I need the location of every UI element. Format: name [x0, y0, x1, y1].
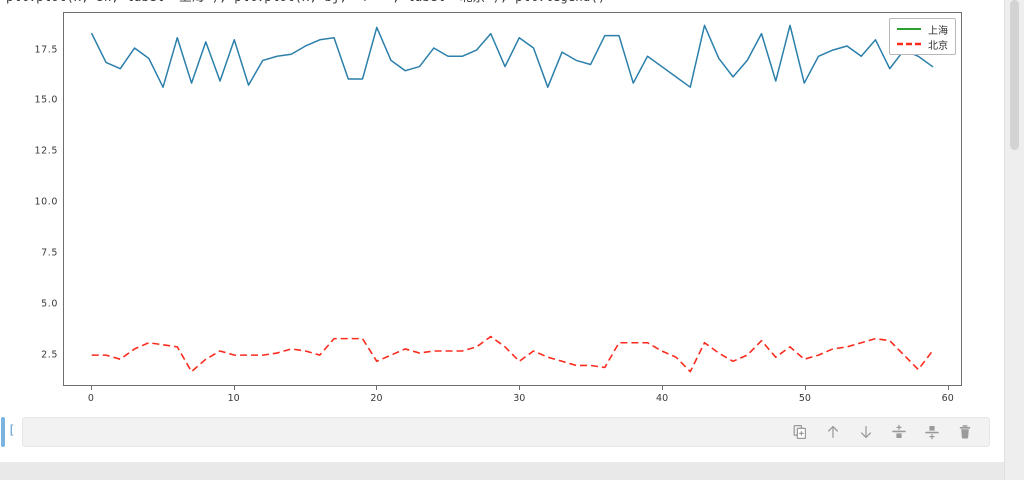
legend-swatch-shanghai-icon [897, 28, 921, 30]
legend-item-beijing: 北京 [896, 38, 948, 52]
x-tick-label: 30 [513, 393, 526, 404]
y-tick-label: 5.0 [41, 298, 58, 310]
y-tick-label: 12.5 [34, 145, 58, 157]
x-tick-label: 40 [656, 393, 669, 404]
y-axis-tick-labels: 17.5 15.0 12.5 10.0 7.5 5.0 2.5 [8, 12, 58, 386]
chart-legend: 上海 北京 [889, 18, 956, 55]
x-tick-label: 20 [370, 393, 383, 404]
notebook-cell-row: [ ]: [0, 414, 1004, 450]
x-tick-mark [662, 386, 664, 390]
series-line-shanghai [91, 24, 934, 88]
move-cell-up-icon[interactable] [823, 423, 842, 442]
y-tick-label: 15.0 [34, 94, 58, 106]
x-tick-label: 0 [87, 393, 94, 404]
notebook-panel: plt.plot(x, sh, label='上海'); plt.plot(x,… [0, 0, 1004, 462]
duplicate-cell-icon[interactable] [790, 423, 809, 442]
legend-label-shanghai: 上海 [928, 25, 948, 37]
cell-code-input[interactable] [22, 417, 990, 447]
delete-cell-icon[interactable] [955, 423, 974, 442]
y-tick-label: 7.5 [41, 247, 58, 259]
page-bottom-strip [0, 462, 1004, 480]
active-cell-indicator [1, 417, 5, 447]
x-tick-mark [233, 386, 235, 390]
y-tick-label: 17.5 [34, 44, 58, 56]
insert-cell-below-icon[interactable] [922, 423, 941, 442]
x-tick-mark [376, 386, 378, 390]
x-tick-mark [947, 386, 949, 390]
x-tick-label: 50 [798, 393, 811, 404]
code-line-text: plt.plot(x, sh, label='上海'); plt.plot(x,… [6, 0, 605, 5]
legend-label-beijing: 北京 [928, 40, 948, 52]
series-line-beijing [91, 335, 934, 373]
matplotlib-figure: 17.5 15.0 12.5 10.0 7.5 5.0 2.5 [0, 6, 1004, 410]
cell-toolbar [784, 419, 980, 445]
y-tick-label: 2.5 [41, 349, 58, 361]
x-axis-tick-labels: 0 10 20 30 40 50 60 [63, 386, 962, 408]
move-cell-down-icon[interactable] [856, 423, 875, 442]
y-tick-label: 10.0 [34, 196, 58, 208]
x-tick-mark [519, 386, 521, 390]
truncated-code-line: plt.plot(x, sh, label='上海'); plt.plot(x,… [0, 0, 1004, 7]
insert-cell-above-icon[interactable] [889, 423, 908, 442]
legend-item-shanghai: 上海 [896, 23, 948, 37]
x-tick-label: 10 [227, 393, 240, 404]
x-tick-mark [90, 386, 92, 390]
x-tick-label: 60 [941, 393, 954, 404]
x-tick-mark [804, 386, 806, 390]
plot-axes-frame: 上海 北京 [63, 12, 962, 386]
scrollbar-thumb[interactable] [1010, 0, 1019, 150]
series-canvas [91, 24, 934, 373]
plot-area [64, 13, 961, 385]
legend-swatch-beijing-icon [897, 42, 921, 46]
notebook-scroll-gutter[interactable] [1004, 0, 1024, 480]
